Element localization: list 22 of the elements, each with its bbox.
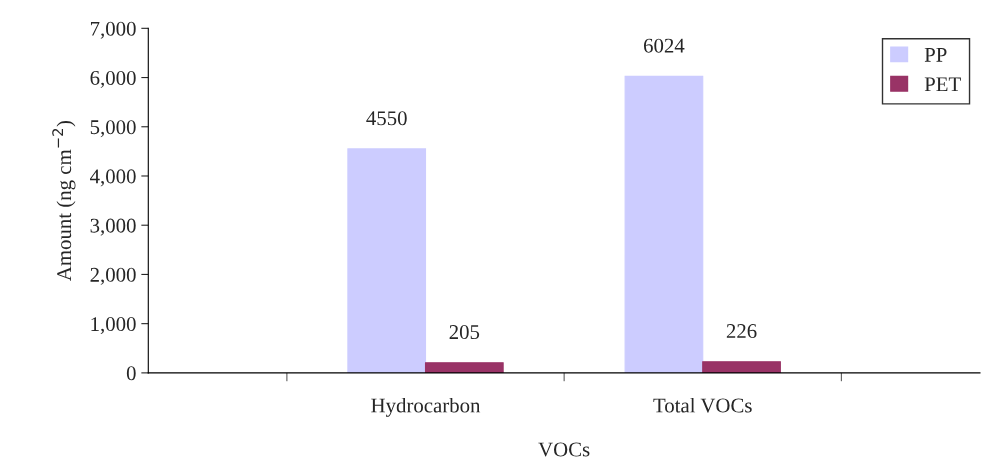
x-tick-label: Hydrocarbon [371, 397, 481, 417]
bar [702, 361, 781, 373]
y-tick-label: 0 [126, 366, 136, 381]
bar [424, 362, 504, 373]
y-tick-label: 2,000 [90, 267, 136, 285]
bar [624, 75, 704, 373]
legend-label: PET [924, 77, 961, 92]
legend-label: PP [924, 48, 947, 62]
y-tick-label: 6,000 [90, 70, 136, 88]
data-label: 226 [726, 324, 757, 339]
bar [347, 148, 427, 373]
data-label: 205 [449, 325, 480, 340]
y-tick-label: 5,000 [90, 120, 136, 138]
y-tick-label: 3,000 [90, 218, 136, 236]
y-tick-label: 1,000 [91, 317, 136, 335]
y-tick-label: 4,000 [90, 169, 136, 187]
data-label: 4550 [366, 111, 407, 126]
y-axis-title: Amount (ng cm$^{−2}$) [52, 121, 76, 282]
x-axis-title: VOCs [538, 442, 590, 457]
y-tick-label: 7,000 [90, 21, 136, 39]
data-label: 6024 [643, 38, 685, 53]
x-tick-label: Total VOCs [653, 397, 752, 413]
